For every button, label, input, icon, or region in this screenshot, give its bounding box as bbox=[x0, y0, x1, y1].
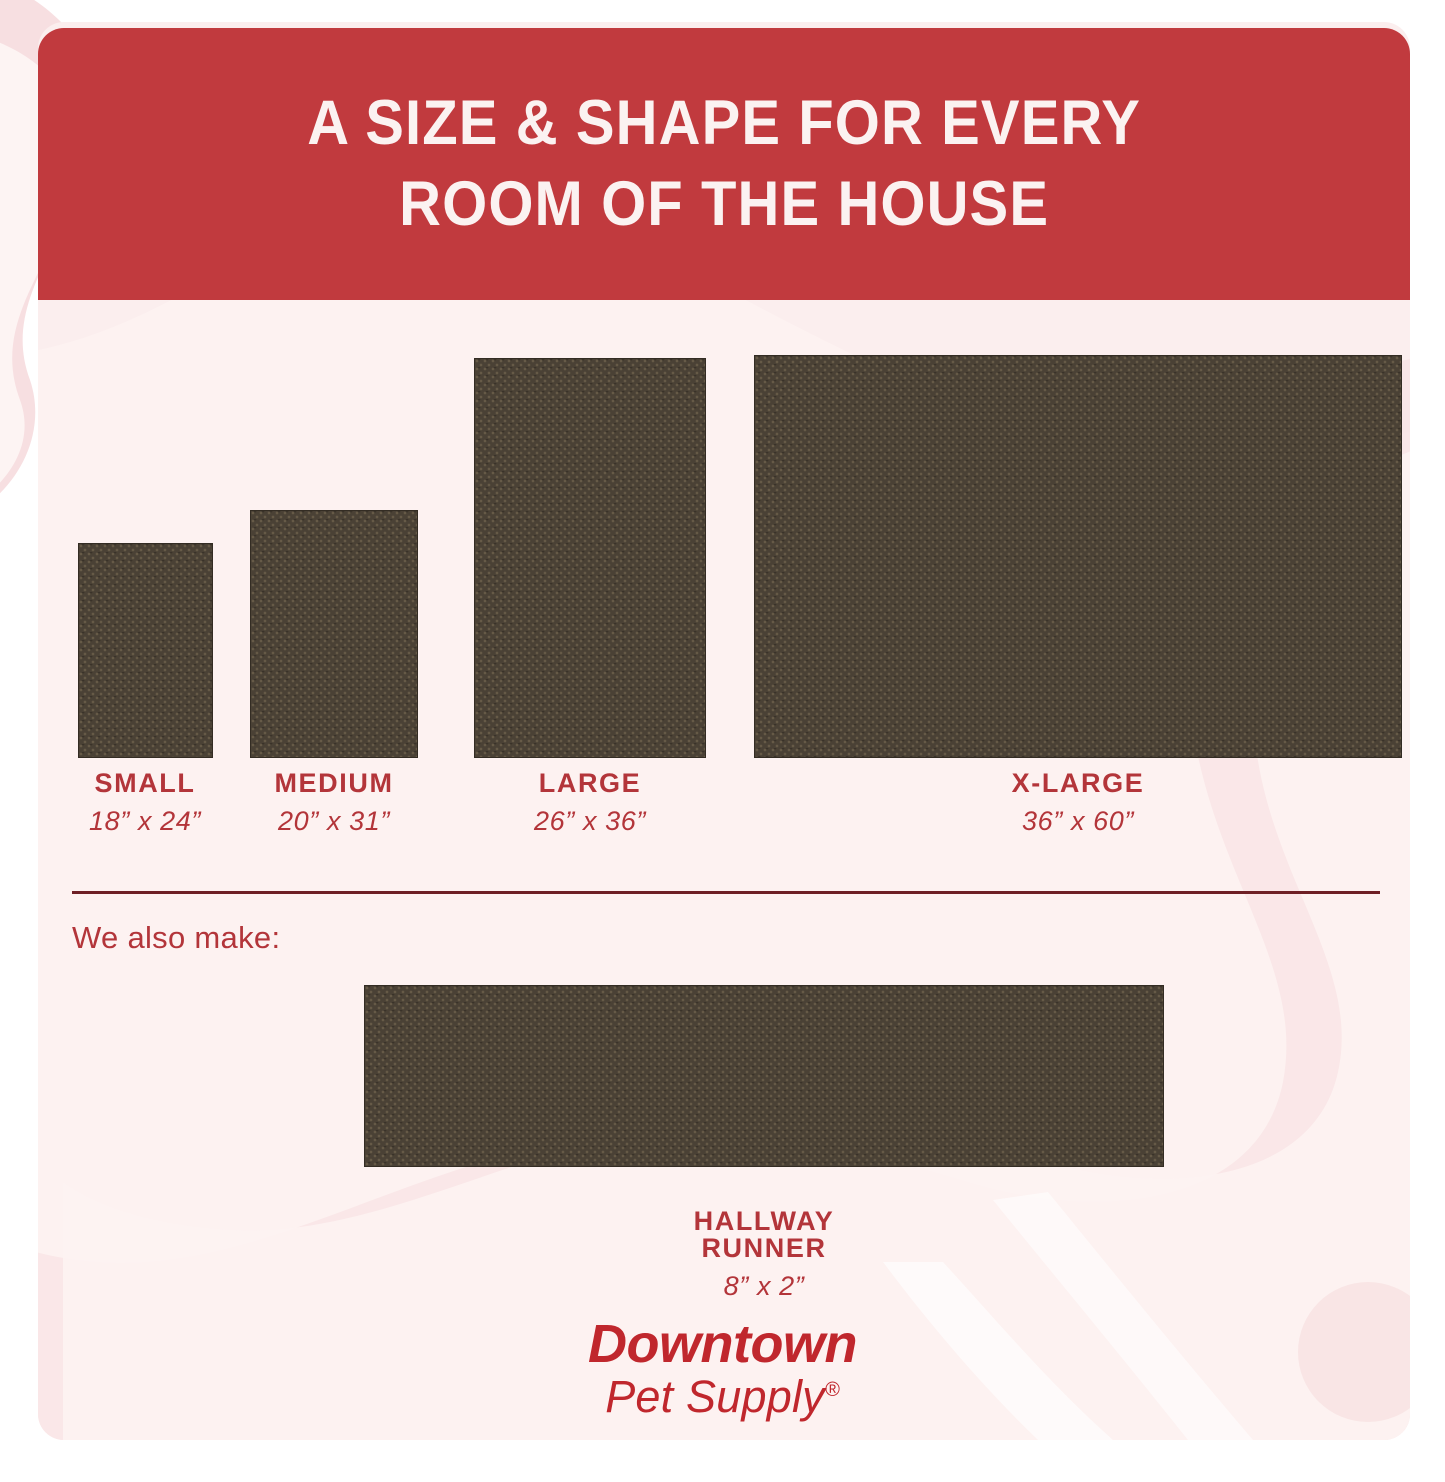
size-name-large: LARGE bbox=[538, 768, 642, 798]
size-name-x-large: X-LARGE bbox=[1011, 768, 1145, 798]
brand-logo: Downtown Pet Supply® bbox=[0, 1316, 1445, 1423]
size-dims-small: 18” x 24” bbox=[89, 806, 201, 836]
mat-swatch-x-large[interactable] bbox=[754, 355, 1402, 758]
size-dims-x-large: 36” x 60” bbox=[1022, 806, 1134, 836]
registered-trademark-icon: ® bbox=[824, 1379, 840, 1402]
mat-swatch-large[interactable] bbox=[474, 358, 706, 758]
size-label-medium: MEDIUM 20” x 31” bbox=[234, 770, 434, 835]
mat-swatch-hallway-runner[interactable] bbox=[364, 985, 1164, 1167]
mat-swatch-small[interactable] bbox=[78, 543, 213, 758]
logo-pet-supply: Pet Supply® bbox=[0, 1371, 1445, 1423]
size-label-hallway-runner: HALLWAY RUNNER 8” x 2” bbox=[664, 1208, 864, 1300]
size-name-small: SMALL bbox=[94, 768, 196, 798]
mat-swatch-medium[interactable] bbox=[250, 510, 418, 758]
size-dims-medium: 20” x 31” bbox=[278, 806, 390, 836]
also-make-heading: We also make: bbox=[72, 920, 281, 955]
page-title: A SIZE & SHAPE FOR EVERY ROOM OF THE HOU… bbox=[307, 88, 1141, 239]
size-label-large: LARGE 26” x 36” bbox=[490, 770, 690, 835]
section-divider bbox=[72, 891, 1380, 894]
size-label-small: SMALL 18” x 24” bbox=[45, 770, 245, 835]
header-banner: A SIZE & SHAPE FOR EVERY ROOM OF THE HOU… bbox=[38, 28, 1410, 300]
size-name-medium: MEDIUM bbox=[274, 768, 394, 798]
logo-pet-supply-text: Pet Supply bbox=[605, 1371, 825, 1423]
size-name-hallway-runner: HALLWAY RUNNER bbox=[693, 1206, 835, 1263]
logo-downtown: Downtown bbox=[588, 1314, 857, 1374]
size-dims-large: 26” x 36” bbox=[534, 806, 646, 836]
size-label-x-large: X-LARGE 36” x 60” bbox=[978, 770, 1178, 835]
size-dims-hallway-runner: 8” x 2” bbox=[723, 1271, 805, 1301]
